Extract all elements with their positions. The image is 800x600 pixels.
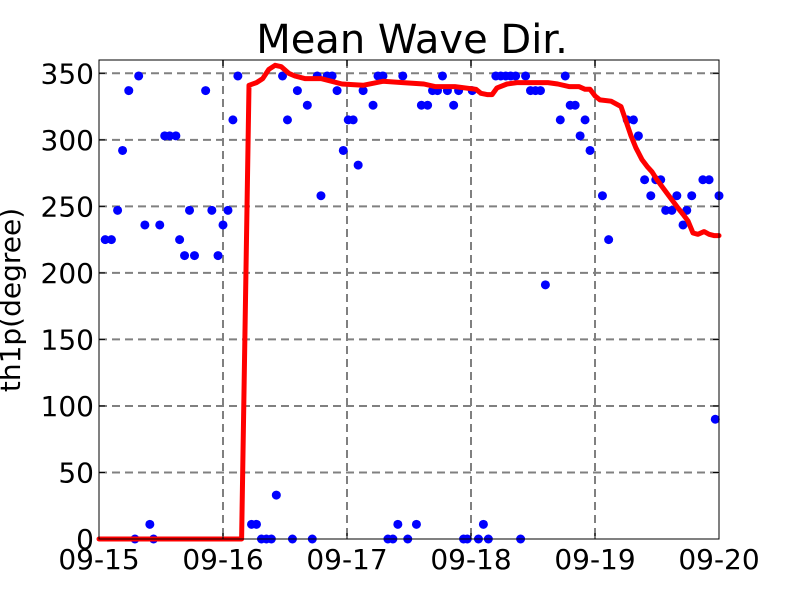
scatter-point bbox=[353, 160, 363, 170]
y-tick-label: 50 bbox=[58, 456, 94, 489]
scatter-point bbox=[180, 251, 190, 261]
scatter-point bbox=[118, 145, 128, 155]
scatter-point bbox=[393, 519, 403, 529]
scatter-point bbox=[134, 71, 144, 81]
x-tick-label: 09-17 bbox=[306, 543, 387, 576]
x-tick-label: 09-16 bbox=[182, 543, 263, 576]
scatter-point bbox=[575, 131, 585, 141]
scatter-point bbox=[145, 519, 155, 529]
y-tick-label: 200 bbox=[41, 257, 94, 290]
scatter-point bbox=[140, 220, 150, 230]
axis-ticks: 09-15 09-16 09-17 09-18 09-19 09-20 0 50 100 150 2… bbox=[41, 57, 760, 576]
scatter-point bbox=[570, 100, 580, 110]
scatter-point bbox=[201, 86, 211, 96]
plot-frame bbox=[98, 59, 720, 540]
scatter-point bbox=[585, 145, 595, 155]
scatter-point bbox=[271, 490, 281, 500]
scatter-point bbox=[423, 100, 433, 110]
scatter-point bbox=[302, 100, 312, 110]
scatter-point bbox=[124, 86, 134, 96]
scatter-point bbox=[540, 280, 550, 290]
scatter-point bbox=[398, 71, 408, 81]
y-axis-label: th1p(degree) bbox=[0, 208, 27, 392]
plot-area bbox=[96, 62, 724, 544]
scatter-point bbox=[411, 519, 421, 529]
scatter-point bbox=[223, 205, 233, 215]
scatter-point bbox=[560, 71, 570, 81]
scatter-point bbox=[207, 205, 217, 215]
y-tick-label: 100 bbox=[41, 390, 94, 423]
scatter-point bbox=[358, 86, 368, 96]
scatter-point bbox=[251, 519, 261, 529]
scatter-point bbox=[332, 86, 342, 96]
scatter-point bbox=[704, 175, 714, 185]
y-tick-label: 250 bbox=[41, 190, 94, 223]
scatter-point bbox=[672, 191, 682, 201]
scatter-point bbox=[535, 86, 545, 96]
scatter-point bbox=[710, 414, 720, 424]
y-tick-label: 350 bbox=[41, 57, 94, 90]
scatter-point bbox=[175, 235, 185, 245]
scatter-point bbox=[106, 235, 116, 245]
y-tick-label: 150 bbox=[41, 323, 94, 356]
scatter-point bbox=[580, 115, 590, 125]
scatter-point bbox=[646, 191, 656, 201]
scatter-point bbox=[687, 191, 697, 201]
x-tick-label: 09-20 bbox=[678, 543, 759, 576]
scatter-point bbox=[628, 115, 638, 125]
scatter-point bbox=[368, 100, 378, 110]
scatter-point bbox=[228, 115, 238, 125]
series-line bbox=[96, 62, 722, 542]
scatter-point bbox=[416, 100, 426, 110]
scatter-point bbox=[449, 100, 459, 110]
x-tick-label: 09-15 bbox=[58, 543, 139, 576]
grid-lines bbox=[99, 60, 719, 539]
scatter-point bbox=[165, 131, 175, 141]
scatter-point bbox=[667, 205, 677, 215]
scatter-point bbox=[185, 205, 195, 215]
chart-title: Mean Wave Dir. bbox=[256, 17, 568, 63]
scatter-point bbox=[478, 519, 488, 529]
scatter-point bbox=[113, 205, 123, 215]
y-tick-label: 0 bbox=[76, 523, 94, 556]
scatter-point bbox=[678, 220, 688, 230]
x-tick-label: 09-19 bbox=[554, 543, 635, 576]
scatter-point bbox=[316, 191, 326, 201]
scatter-point bbox=[511, 71, 521, 81]
scatter-point bbox=[171, 131, 181, 141]
scatter-point bbox=[213, 251, 223, 261]
scatter-point bbox=[189, 251, 199, 261]
scatter-point bbox=[100, 235, 110, 245]
scatter-point bbox=[437, 71, 447, 81]
x-tick-label: 09-18 bbox=[430, 543, 511, 576]
scatter-point bbox=[640, 175, 650, 185]
scatter-point bbox=[155, 220, 165, 230]
scatter-point bbox=[327, 71, 337, 81]
y-tick-label: 300 bbox=[41, 124, 94, 157]
scatter-point bbox=[278, 71, 288, 81]
scatter-point bbox=[698, 175, 708, 185]
scatter-point bbox=[218, 220, 228, 230]
scatter-point bbox=[348, 115, 358, 125]
scatter-point bbox=[378, 71, 388, 81]
scatter-point bbox=[292, 86, 302, 96]
scatter-point bbox=[233, 71, 243, 81]
scatter-point bbox=[633, 131, 643, 141]
scatter-point bbox=[661, 205, 671, 215]
scatter-point bbox=[521, 71, 531, 81]
scatter-point bbox=[604, 235, 614, 245]
scatter-point bbox=[338, 145, 348, 155]
scatter-point bbox=[555, 115, 565, 125]
scatter-point bbox=[282, 115, 292, 125]
scatter-point bbox=[597, 191, 607, 201]
